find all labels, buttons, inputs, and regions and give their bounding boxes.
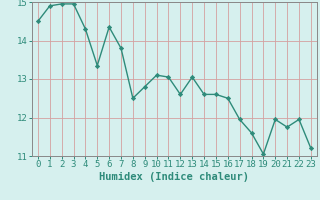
X-axis label: Humidex (Indice chaleur): Humidex (Indice chaleur): [100, 172, 249, 182]
